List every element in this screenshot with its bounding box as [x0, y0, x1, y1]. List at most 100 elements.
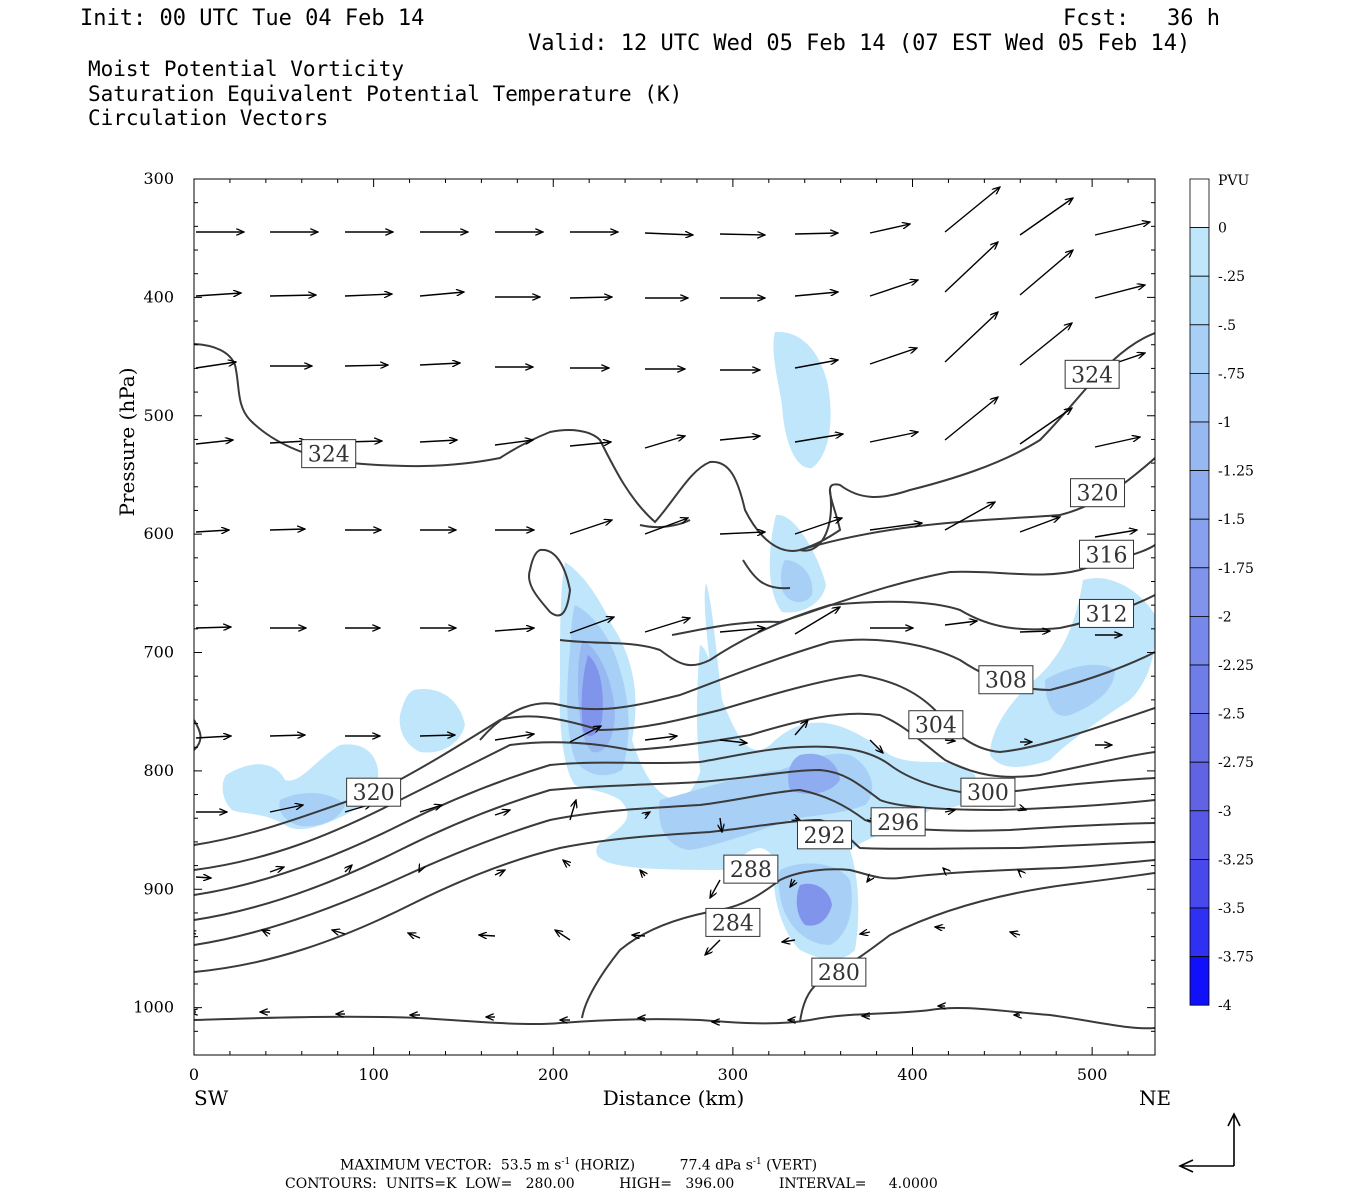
circulation-vector-126: [1010, 932, 1021, 935]
reference-vector: [1178, 1112, 1241, 1173]
circulation-vector-37: [1019, 323, 1072, 366]
contour-label-box-11: [705, 907, 761, 937]
ne-endpoint-label: NE: [1139, 1086, 1171, 1110]
colorbar-swatch-11: [1189, 713, 1210, 763]
circulation-vector-42: [419, 440, 457, 442]
contour-label-10: 288: [730, 858, 772, 883]
circulation-vector-69: [494, 628, 534, 631]
colorbar-label-10: -2.5: [1218, 707, 1245, 723]
contour-label-11: 284: [712, 911, 754, 936]
circulation-vector-12: [1094, 222, 1150, 236]
circulation-vector-16: [419, 292, 464, 297]
circulation-vector-18: [569, 297, 612, 298]
contour-label-9: 292: [803, 824, 845, 849]
colorbar-swatch-0: [1189, 178, 1210, 228]
circulation-vector-94: [419, 805, 442, 813]
contour-label-1: 324: [1071, 363, 1113, 388]
colorbar-swatch-3: [1189, 324, 1210, 374]
circulation-vector-59: [719, 532, 765, 534]
layer-name-mpv: Moist Potential Vorticity: [88, 57, 405, 81]
circulation-vector-48: [869, 432, 918, 443]
circulation-vector-51: [1094, 437, 1140, 448]
colorbar-label-1: -.25: [1218, 269, 1245, 285]
forecast-hour: 36 h: [1167, 6, 1220, 31]
contour-labels: 324 324 320 316 312 308 304 300 296 292 288 284 280 3…: [301, 359, 1135, 987]
x-tick-label-0: 0: [189, 1065, 199, 1084]
contour-label-12: 280: [818, 961, 860, 986]
circulation-vector-79: [269, 735, 305, 736]
circulation-vector-8: [794, 233, 838, 234]
x-tick-label-5: 500: [1077, 1065, 1108, 1084]
contour-label-box-4: [1079, 598, 1135, 628]
contour-label-box-7: [960, 777, 1016, 807]
max-vector-exp1: -1: [561, 1157, 571, 1167]
colorbar-swatch-16: [1189, 956, 1210, 1006]
circulation-vector-23: [944, 242, 998, 293]
circulation-vector-95: [494, 810, 510, 815]
circulation-vector-115: [194, 932, 196, 934]
theta-contour-15: [194, 1006, 1155, 1030]
theta-contour-18: [194, 719, 202, 751]
colorbar-title: PVU: [1218, 173, 1250, 189]
colorbar-swatch-2: [1189, 275, 1210, 326]
layer-name-vectors: Circulation Vectors: [88, 106, 329, 130]
colorbar-swatch-13: [1189, 810, 1210, 860]
colorbar-swatch-8: [1189, 567, 1210, 617]
circulation-vector-98: [720, 817, 722, 832]
circulation-vector-24: [1019, 250, 1073, 296]
circulation-vector-47: [794, 434, 843, 443]
colorbar-label-13: -3.25: [1218, 852, 1254, 868]
contour-label-box-3: [1079, 539, 1135, 569]
circulation-vector-36: [944, 312, 998, 363]
theta-contour-4: [742, 559, 791, 590]
circulation-vector-110: [710, 879, 721, 898]
circulation-vector-99: [795, 818, 800, 820]
circulation-vector-107: [494, 870, 505, 875]
circulation-vector-60: [794, 518, 842, 535]
circulation-vector-34: [794, 360, 838, 369]
circulation-vector-61: [869, 523, 922, 531]
circulation-vector-45: [644, 436, 685, 449]
x-tick-label-3: 300: [718, 1065, 749, 1084]
circulation-vector-106: [419, 870, 420, 872]
colorbar-swatch-6: [1189, 470, 1210, 520]
mpv-region-10: [796, 883, 832, 926]
contour-label-6: 304: [915, 714, 957, 739]
circulation-vector-105: [345, 865, 352, 872]
circulation-vector-14: [269, 295, 316, 296]
max-vector-horiz: (HORIZ) 77.4 dPa s: [570, 1157, 753, 1174]
circulation-vector-70: [569, 617, 614, 634]
circulation-vector-7: [719, 234, 765, 235]
circulation-vector-101: [944, 810, 955, 812]
colorbar-swatch-1: [1189, 227, 1210, 277]
y-tick-label-1: 400: [143, 287, 174, 306]
contour-label-box-5: [978, 665, 1034, 695]
y-tick-label-2: 500: [143, 406, 174, 425]
x-axis-label: Distance (km): [603, 1086, 745, 1110]
theta-contour-7: [559, 594, 1155, 667]
circulation-vector-62: [944, 502, 995, 531]
circulation-vector-96: [569, 800, 576, 821]
contour-label-4: 312: [1086, 602, 1128, 627]
circulation-vector-123: [782, 940, 796, 942]
circulation-vectors: [194, 187, 1150, 1022]
circulation-vector-117: [332, 930, 346, 934]
colorbar-label-2: -.5: [1218, 318, 1236, 334]
circulation-vector-64: [1094, 530, 1137, 538]
y-tick-label-3: 600: [143, 524, 174, 543]
colorbar-label-9: -2.25: [1218, 658, 1254, 674]
circulation-vector-102: [1020, 808, 1026, 810]
colorbar-label-4: -1: [1218, 415, 1232, 431]
x-tick-label-1: 100: [358, 1065, 389, 1084]
circulation-vector-57: [569, 520, 612, 535]
max-vector-text: MAXIMUM VECTOR: 53.5 m s: [340, 1157, 562, 1174]
contour-label-box-10: [723, 854, 779, 884]
circulation-vector-21: [794, 292, 838, 297]
colorbar-label-5: -1.25: [1218, 464, 1254, 480]
circulation-vector-83: [569, 726, 601, 743]
plot-frame: [193, 178, 1156, 1056]
circulation-vector-114: [1018, 870, 1020, 872]
circulation-vector-86: [794, 720, 808, 736]
circulation-vector-103: [195, 877, 211, 878]
